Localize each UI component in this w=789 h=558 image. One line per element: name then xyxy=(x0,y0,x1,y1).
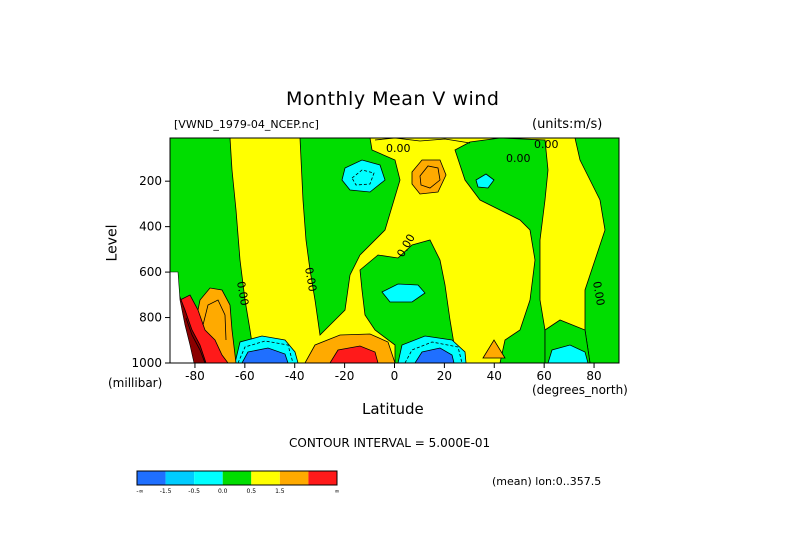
mean-info-text: (mean) lon:0..357.5 xyxy=(492,475,602,488)
units-label: (units:m/s) xyxy=(532,117,603,132)
x-tick-label: -40 xyxy=(285,369,305,383)
colorbar-swatch xyxy=(251,471,280,485)
contour-label-6: 0.00 xyxy=(234,280,251,306)
region-cyan-center xyxy=(381,283,426,303)
y-tick-label: 1000 xyxy=(131,356,162,370)
region-cyan-upper-left xyxy=(341,159,386,193)
region-cyan-upper-right xyxy=(475,173,495,189)
region-orange-north xyxy=(411,159,447,195)
region-orange-bottom-right xyxy=(482,339,506,359)
region-blue-bottom-center xyxy=(414,347,455,363)
y-axis: 200 400 600 800 1000 xyxy=(131,174,170,370)
colorbar: -∞ -1.5 -0.5 0.0 0.5 1.5 ∞ xyxy=(136,470,340,495)
contour-label-5: 0.00 xyxy=(302,266,319,292)
colorbar-label: -∞ xyxy=(136,488,143,495)
contour-interval-text: CONTOUR INTERVAL = 5.000E-01 xyxy=(289,436,491,450)
x-tick-label: 80 xyxy=(586,369,601,383)
x-tick-label: 20 xyxy=(437,369,452,383)
contour-solid-west-inner xyxy=(202,299,227,341)
colorbar-frame xyxy=(136,470,338,486)
x-axis-unit: (degrees_north) xyxy=(532,383,628,397)
y-tick-label: 600 xyxy=(139,265,162,279)
contour-zero-top xyxy=(374,138,471,144)
colorbar-label: -0.5 xyxy=(188,488,200,495)
colorbar-swatch xyxy=(194,471,223,485)
region-green-east xyxy=(454,138,549,363)
contour-solid-orange-inner xyxy=(419,165,441,189)
colorbar-label: -1.5 xyxy=(160,488,172,495)
y-tick-label: 200 xyxy=(139,174,162,188)
colorbar-label: 0.0 xyxy=(218,488,228,495)
colorbar-label: 0.5 xyxy=(247,488,257,495)
colorbar-swatch xyxy=(165,471,195,485)
colorbar-swatch xyxy=(308,471,337,485)
colorbar-label: ∞ xyxy=(335,488,340,495)
colorbar-swatch xyxy=(222,471,252,485)
region-blue-bottom-left xyxy=(241,347,289,363)
y-axis-unit: (millibar) xyxy=(108,376,163,390)
y-tick-label: 800 xyxy=(139,311,162,325)
x-tick-label: -20 xyxy=(335,369,355,383)
x-tick-label: 60 xyxy=(537,369,552,383)
x-tick-label: -60 xyxy=(235,369,255,383)
colorbar-swatch xyxy=(279,471,309,485)
contour-dashed-2 xyxy=(404,341,463,363)
x-tick-label: 40 xyxy=(487,369,502,383)
region-cyan-bottom-right xyxy=(547,344,589,363)
region-red-bottom-mid xyxy=(329,345,379,363)
x-axis: -80 -60 -40 -20 0 20 40 60 80 xyxy=(185,363,602,383)
contour-dashed-1 xyxy=(351,169,375,186)
y-tick-label: 400 xyxy=(139,220,162,234)
x-axis-label: Latitude xyxy=(362,400,424,418)
colorbar-label: 1.5 xyxy=(275,488,285,495)
dataset-label: [VWND_1979-04_NCEP.nc] xyxy=(174,118,319,131)
colorbar-swatch xyxy=(137,471,166,485)
contour-label-2: 0.00 xyxy=(506,152,531,165)
x-tick-label: -80 xyxy=(185,369,205,383)
contour-solid-west-inner2 xyxy=(185,317,206,363)
region-green-northeast xyxy=(574,138,619,363)
region-missing-data xyxy=(170,271,195,363)
contour-label-1: 0.00 xyxy=(386,142,411,155)
contour-label-7: 0.00 xyxy=(590,280,607,306)
chart-title: Monthly Mean V wind xyxy=(286,88,500,110)
contour-label-3: 0.00 xyxy=(534,138,559,151)
contour-labels: 0.00 0.00 0.00 0.00 0.00 0.00 0.00 xyxy=(234,138,607,307)
contour-dashed-3 xyxy=(237,340,294,363)
contour-fill xyxy=(170,138,619,363)
x-tick-label: 0 xyxy=(391,369,399,383)
